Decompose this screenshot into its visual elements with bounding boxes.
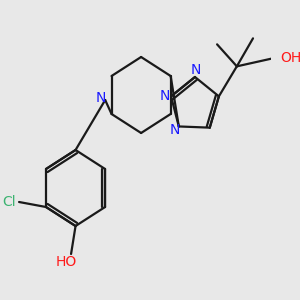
Text: N: N: [191, 63, 201, 77]
Text: N: N: [95, 91, 106, 105]
Text: HO: HO: [56, 255, 77, 269]
Text: N: N: [160, 89, 170, 103]
Text: OH: OH: [280, 51, 300, 65]
Text: Cl: Cl: [2, 195, 16, 209]
Text: N: N: [169, 123, 179, 137]
